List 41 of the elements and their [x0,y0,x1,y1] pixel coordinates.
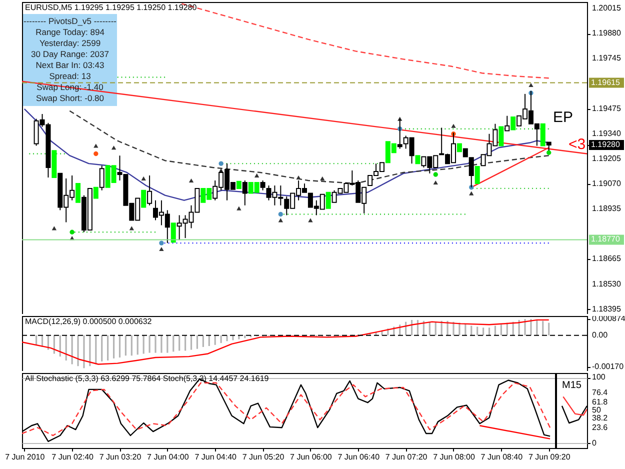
ref-line-label: 1.18770 [591,234,620,244]
y-tick-label: 100 [592,372,606,382]
y-tick-label: 1.19070 [592,179,622,188]
x-tick-label: 7 Jun 02:40 [52,452,94,462]
y-tick-label: 1.19475 [592,104,622,113]
chart-title: MACD(12,26,9) 0.000500 0.000632 [25,317,152,326]
y-tick-label: 1.18665 [592,254,622,264]
x-tick-label: 7 Jun 04:00 [147,452,190,462]
y-tick-label: 1.19880 [592,28,622,38]
chart-title: All Stochastic (5,3,3) 63.6299 75.7864 Stoch(5,3,3) 14.4457 24.1619 [25,374,270,383]
x-tick-label: 7 Jun 03:20 [99,452,142,462]
x-tick-label: 7 Jun 2010 [5,452,46,462]
y-tick-label: 61.8 [592,398,608,407]
y-tick-label: 0 [592,438,597,448]
x-tick-label: 7 Jun 06:40 [338,452,380,462]
y-tick-label: 1.19340 [592,128,622,138]
y-tick-label: 1.18395 [592,304,622,314]
y-tick-label: 1.19745 [592,54,622,63]
annotation: <3 [568,136,586,153]
y-tick-label: 1.18935 [592,204,622,214]
y-tick-label: 76.4 [592,388,608,398]
chart-title: EURUSD,M5 1.19295 1.19295 1.19250 1.19280 [25,3,198,12]
y-tick-label: 23.6 [592,422,608,432]
y-tick-label: 0.00 [592,330,608,340]
y-tick-label: -0.00170 [592,362,624,372]
y-tick-label: 38.2 [592,413,608,422]
y-tick-label: 50 [592,406,602,414]
ref-line-label: 1.19615 [591,78,620,87]
y-tick-label: 1.19280 [591,140,620,149]
x-tick-label: 7 Jun 09:20 [528,452,571,462]
x-tick-label: 7 Jun 04:40 [194,452,238,462]
y-tick-label: 1.18530 [592,279,622,288]
ref-line-label: M15 [562,380,582,391]
y-tick-label: 1.19205 [592,154,622,163]
annotation: EP [552,109,574,126]
x-tick-label: 7 Jun 05:20 [242,452,285,462]
x-tick-label: 7 Jun 07:20 [385,452,428,462]
x-tick-label: 7 Jun 08:00 [433,452,476,462]
x-tick-label: 7 Jun 06:00 [290,452,332,462]
y-tick-label: 1.20015 [592,4,622,12]
x-tick-label: 7 Jun 08:40 [480,452,524,462]
